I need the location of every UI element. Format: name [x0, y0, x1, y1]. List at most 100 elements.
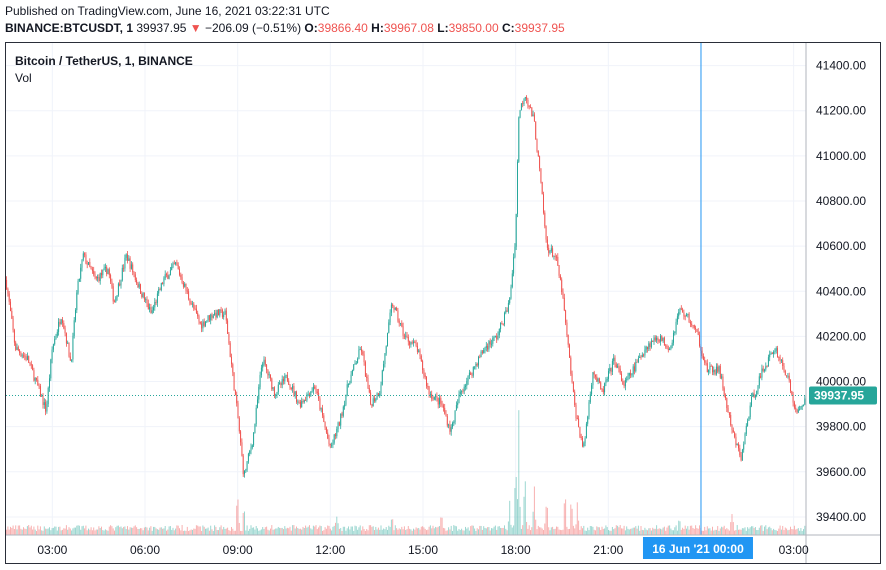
volume-bar — [316, 529, 318, 535]
volume-bar — [167, 529, 169, 535]
volume-bar — [169, 526, 171, 535]
candle-body — [98, 277, 100, 281]
candle-body — [712, 366, 713, 373]
candle-body — [624, 380, 626, 387]
volume-bar — [30, 525, 32, 535]
candle-body — [714, 369, 716, 375]
volume-bar — [663, 526, 665, 535]
candle-body — [162, 283, 164, 285]
volume-bar — [436, 527, 438, 535]
volume-bar — [21, 529, 23, 535]
volume-bar — [446, 530, 448, 535]
volume-bar — [604, 528, 606, 535]
candle-body — [619, 368, 621, 374]
volume-bar — [614, 528, 616, 535]
volume-bar — [150, 526, 152, 535]
candle-body — [405, 335, 407, 337]
candle-body — [544, 212, 546, 227]
candle-body — [658, 339, 660, 342]
candle-body — [358, 349, 360, 359]
candle-body — [757, 385, 759, 392]
volume-bar — [448, 527, 450, 535]
volume-bar — [449, 529, 451, 535]
candle-body — [717, 366, 719, 372]
volume-bar — [409, 528, 411, 535]
candle-body — [411, 342, 413, 344]
candle-body — [696, 329, 698, 332]
volume-bar — [571, 508, 573, 535]
price-chart[interactable]: 39937.95 16 Jun '21 00:00 39400.00 39600.0… — [6, 43, 880, 563]
volume-bar — [712, 526, 713, 535]
candle-body — [323, 415, 325, 423]
candle-body — [727, 408, 729, 413]
candle-body — [648, 343, 650, 350]
candle-body — [117, 283, 119, 296]
candle-body — [450, 427, 452, 432]
candle-body — [349, 383, 351, 385]
volume-bar — [466, 528, 468, 535]
candle-body — [36, 378, 37, 380]
candle-body — [60, 319, 62, 325]
candle-body — [33, 370, 35, 381]
volume-bar — [532, 511, 534, 535]
volume-bar — [185, 530, 187, 535]
candle-body — [192, 303, 193, 305]
volume-bar — [68, 527, 70, 535]
volume-bar — [288, 528, 290, 535]
volume-bar — [782, 525, 784, 535]
volume-bar — [706, 526, 708, 535]
candle-body — [589, 394, 591, 403]
candle-body — [492, 337, 494, 344]
candle-body — [413, 341, 414, 344]
volume-bar — [462, 530, 464, 535]
volume-bar — [232, 528, 234, 535]
volume-bar — [509, 500, 511, 535]
candle-body — [554, 256, 556, 258]
candle-body — [164, 274, 166, 279]
candle-body — [218, 309, 219, 316]
candle-body — [693, 325, 695, 328]
volume-bar — [650, 530, 652, 535]
volume-bar — [440, 517, 442, 535]
candle-body — [299, 401, 301, 408]
volume-bar — [498, 526, 500, 535]
volume-bar — [284, 526, 286, 535]
volume-bar — [275, 528, 277, 535]
candle-body — [132, 264, 134, 273]
volume-bar — [696, 528, 698, 535]
volume-bar — [452, 530, 453, 535]
volume-bar — [163, 528, 165, 535]
candle-body — [536, 139, 538, 152]
candle-body — [736, 443, 738, 445]
candle-body — [181, 277, 183, 283]
candle-body — [431, 393, 433, 399]
candle-body — [569, 344, 570, 358]
candle-body — [497, 335, 499, 340]
candle-body — [416, 345, 418, 352]
volume-bar — [627, 528, 629, 535]
volume-bar — [667, 525, 669, 535]
volume-bar — [224, 528, 226, 535]
volume-bar — [34, 529, 36, 535]
candle-body — [273, 387, 275, 396]
candle-body — [709, 365, 711, 370]
volume-bar — [16, 529, 18, 535]
candle-body — [565, 310, 567, 323]
volume-bar — [579, 529, 581, 535]
volume-bar — [358, 527, 360, 535]
volume-bar — [753, 528, 755, 535]
volume-bar — [562, 529, 564, 535]
volume-bar — [215, 526, 217, 535]
candle-body — [21, 355, 23, 357]
candle-body — [177, 265, 179, 270]
candle-body — [240, 431, 242, 443]
volume-bar — [151, 530, 153, 535]
candle-body — [706, 363, 708, 373]
volume-bar — [107, 530, 109, 535]
volume-bar — [549, 530, 551, 535]
volume-bar — [372, 526, 374, 535]
candle-body — [498, 328, 500, 336]
volume-bar — [679, 521, 681, 535]
candle-body — [628, 372, 630, 376]
candle-body — [42, 395, 44, 405]
